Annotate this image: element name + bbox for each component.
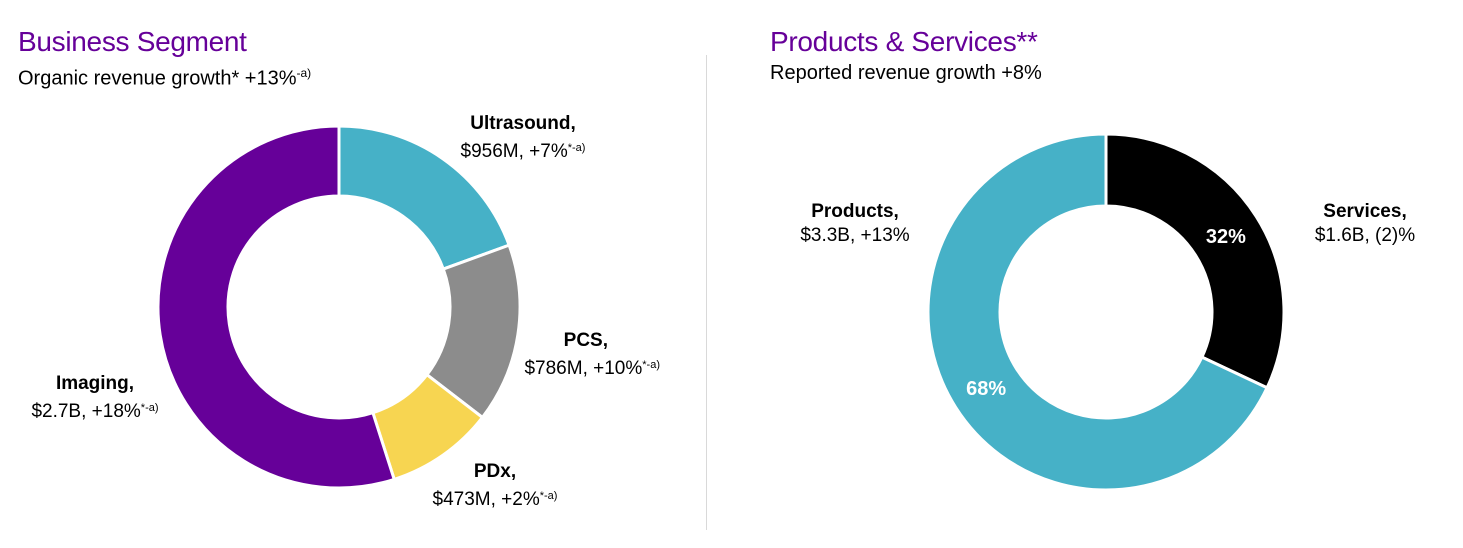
label-pcs-value: $786M, +10%: [524, 358, 643, 379]
slice-services: [1104, 132, 1286, 390]
panel-divider: [706, 55, 707, 530]
label-pdx: PDx, $473M, +2%*-a): [405, 460, 585, 512]
pct-label-services: 32%: [1206, 226, 1246, 248]
label-services: Services, $1.6B, (2)%: [1280, 200, 1450, 248]
right-panel-subtitle: Reported revenue growth +8%: [770, 62, 1042, 84]
products-services-donut: 32% 68%: [926, 132, 1286, 492]
right-panel-title: Products & Services**: [770, 26, 1038, 57]
label-imaging-sup: *-a): [140, 402, 159, 414]
label-pcs-name: PCS,: [563, 330, 608, 351]
label-services-value: $1.6B, (2)%: [1314, 225, 1416, 246]
label-pdx-sup: *-a): [539, 490, 558, 502]
label-services-name: Services,: [1323, 201, 1407, 222]
pct-label-products: 68%: [966, 378, 1006, 400]
label-products-value: $3.3B, +13%: [800, 225, 910, 246]
label-ultrasound-sup: *-a): [567, 142, 586, 154]
label-ultrasound-value: $956M, +7%: [460, 141, 568, 162]
label-ultrasound: Ultrasound, $956M, +7%*-a): [438, 112, 608, 164]
slice-products: [926, 132, 1270, 492]
label-pdx-name: PDx,: [473, 461, 517, 482]
left-panel-subtitle: Organic revenue growth* +13%-a): [18, 61, 311, 91]
slice-imaging: [156, 124, 397, 490]
business-segment-donut: [156, 124, 522, 490]
left-subtitle-text: Organic revenue growth* +13%: [18, 67, 297, 90]
left-panel-title: Business Segment: [18, 26, 247, 57]
label-pcs-sup: *-a): [642, 359, 660, 371]
label-imaging-value: $2.7B, +18%: [31, 401, 141, 422]
label-ultrasound-name: Ultrasound,: [470, 113, 576, 134]
label-imaging-name: Imaging,: [55, 373, 135, 394]
label-pcs: PCS, $786M, +10%*-a): [440, 329, 660, 381]
label-pdx-value: $473M, +2%: [432, 489, 540, 510]
label-products-name: Products,: [811, 201, 899, 222]
label-imaging: Imaging, $2.7B, +18%*-a): [10, 372, 180, 424]
left-subtitle-sup: -a): [296, 66, 312, 80]
label-products: Products, $3.3B, +13%: [770, 200, 940, 248]
